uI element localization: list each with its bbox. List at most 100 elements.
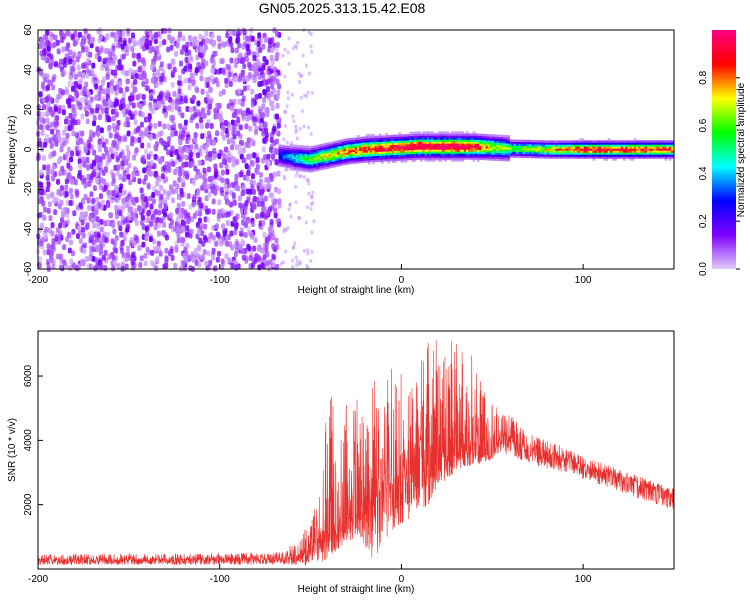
spectrogram-cell [291, 166, 295, 169]
spectrogram-cell [466, 151, 469, 154]
spectrogram-cell [444, 145, 447, 148]
spectrogram-cell [203, 236, 208, 243]
spectrogram-cell [111, 194, 116, 201]
spectrogram-cell [172, 90, 177, 97]
spectrogram-cell [289, 165, 292, 169]
spectrogram-cell [455, 157, 458, 160]
spectrogram-cell [404, 140, 408, 143]
spectrogram-cell [433, 157, 436, 160]
spectrogram-cell [246, 218, 251, 225]
snr-x-tick-label: 0 [399, 574, 405, 585]
spectrogram-cell [167, 136, 172, 143]
spectrogram-cell [603, 146, 606, 149]
spectrogram-cell [125, 86, 130, 93]
spectrogram-cell [398, 144, 402, 147]
spectrogram-cell [644, 154, 648, 157]
spectrogram-cell [141, 93, 146, 100]
spectrogram-cell [564, 140, 567, 143]
spectrogram-cell [444, 141, 447, 144]
spectrogram-cell [572, 154, 576, 157]
spectrogram-cell [350, 149, 354, 153]
spectrogram-cell [302, 153, 306, 156]
spectrogram-cell [95, 170, 100, 177]
spectrogram-cell [112, 240, 117, 247]
spectrogram-cell [418, 155, 421, 158]
spectrogram-cell [234, 264, 239, 271]
spectrogram-cell [616, 140, 620, 143]
spectrogram-cell [184, 56, 189, 63]
spectrogram-cell [189, 151, 194, 158]
spectrogram-cell [183, 119, 188, 126]
spectrogram-cell [171, 114, 176, 121]
spectrogram-cell [51, 258, 56, 265]
spectrogram-cell [43, 55, 48, 62]
spectrogram-cell [577, 144, 580, 147]
spectrogram-cell [435, 147, 439, 150]
spectrogram-cell [625, 142, 628, 145]
spectrogram-cell [633, 152, 637, 155]
spectrogram-cell [579, 138, 582, 141]
spectrogram-cell [42, 154, 47, 161]
spectrogram-cell [96, 125, 101, 132]
spectrogram-cell [294, 124, 298, 129]
spectrogram-cell [111, 172, 116, 179]
spectrogram-cell [116, 220, 121, 227]
spectrogram-cell [535, 148, 539, 151]
spectrogram-cell [396, 158, 399, 161]
spectrogram-cell [461, 151, 465, 154]
spectrogram-cell [361, 138, 364, 142]
spectrogram-cell [476, 147, 480, 150]
spectrogram-cell [148, 122, 153, 129]
spectrogram-cells [36, 27, 674, 272]
spectrogram-cell [396, 144, 399, 147]
spectrogram-cell [422, 157, 425, 160]
spectrogram-cell [195, 39, 200, 46]
spectrogram-cell [80, 130, 85, 137]
spectrogram-cell [64, 190, 69, 197]
spectrogram-cell [197, 170, 202, 177]
spectrogram-cell [522, 149, 526, 153]
spectrogram-cell [476, 133, 480, 136]
spectrogram-cell [505, 135, 508, 138]
spectrogram-cell [291, 162, 295, 165]
spectrogram-cell [378, 149, 382, 152]
spectrogram-cell [666, 156, 670, 159]
spectrogram-cell [372, 143, 375, 147]
spectrogram-cell [437, 131, 441, 134]
spectrogram-cell [424, 149, 428, 152]
spectrogram-cell [162, 39, 167, 46]
spectrogram-cell [498, 158, 502, 162]
spectrogram-cell [588, 144, 591, 147]
spectrogram-cell [544, 156, 548, 159]
spectrogram-cell [583, 156, 587, 159]
spectrogram-cell [461, 155, 465, 158]
spectrogram-cell [209, 57, 214, 64]
spectrogram-cell [500, 146, 504, 150]
spectrogram-cell [470, 157, 473, 160]
spectrogram-cell [609, 146, 613, 149]
spectrogram-cell [262, 232, 267, 239]
spectrogram-cell [268, 146, 273, 153]
spectrogram-cell [481, 147, 484, 151]
spectrogram-cell [330, 165, 334, 168]
spectrogram-cell [114, 98, 119, 105]
spectrogram-cell [291, 152, 295, 155]
spectrogram-cell [524, 145, 528, 149]
spectrogram-cell [609, 148, 613, 151]
spectrogram-cell [466, 149, 469, 152]
spectrogram-cell [572, 142, 576, 145]
spectrogram-cell [457, 159, 460, 162]
spectrogram-cell [278, 144, 282, 147]
spectrogram-cell [428, 149, 432, 152]
spectrogram-cell [435, 145, 439, 148]
spectrogram-cell [200, 88, 205, 95]
spectrogram-cell [56, 132, 61, 139]
spectrogram-cell [250, 173, 255, 180]
spectrogram-cell [108, 147, 113, 154]
spectrogram-cell [250, 88, 255, 95]
spectrogram-cell [509, 141, 513, 144]
spectrogram-cell [328, 163, 332, 167]
spectrogram-cell [335, 142, 338, 146]
spectrogram-cell [487, 136, 491, 139]
spectrogram-cell [522, 139, 526, 143]
